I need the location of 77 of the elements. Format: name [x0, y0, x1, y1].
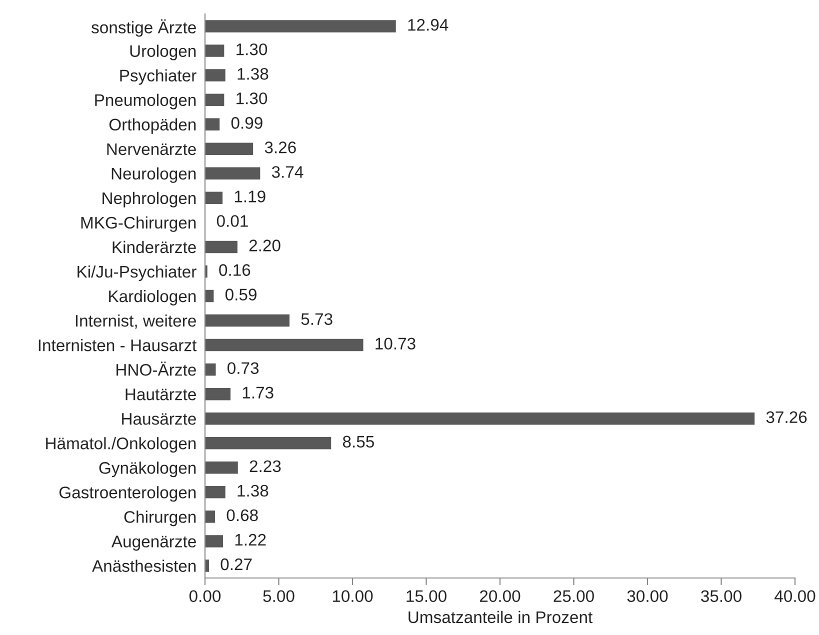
data-label: 1.38: [238, 68, 268, 80]
y-tick-label: Gastroenterologen: [59, 486, 196, 502]
x-tick-label: 0.00: [189, 590, 221, 602]
bar: [205, 314, 290, 327]
bar: [205, 535, 223, 548]
bar: [205, 437, 332, 450]
y-tick-label: HNO-Ärzte: [116, 362, 196, 376]
y-tick-label: Psychiater: [120, 69, 196, 85]
data-label: 0.68: [226, 509, 258, 522]
data-label: 8.55: [342, 436, 374, 448]
x-tick-label: 20.00: [480, 590, 520, 602]
data-label: 1.73: [242, 386, 274, 399]
y-tick-label: Orthopäden: [109, 118, 196, 134]
data-label: 0.27: [220, 558, 252, 570]
bar: [205, 388, 231, 400]
x-tick-label: 35.00: [701, 590, 742, 602]
data-label: 3.26: [264, 142, 296, 154]
y-tick-label: Internisten - Hausarzt: [38, 339, 197, 352]
y-tick-label: Ki/Ju-Psychiater: [78, 265, 196, 281]
y-tick-label: Urologen: [130, 44, 196, 60]
y-tick-label: Nephrologen: [102, 192, 196, 208]
x-tick-label: 5.00: [263, 590, 294, 602]
y-tick-label: Kinderärzte: [112, 240, 196, 254]
data-label: 10.73: [376, 338, 416, 350]
data-label: 3.74: [272, 166, 304, 178]
bar: [205, 142, 254, 155]
x-tick-label: 30.00: [627, 590, 668, 602]
x-tick-label: 15.00: [406, 590, 446, 602]
data-label: 37.26: [766, 411, 807, 424]
y-tick-label: Augenärzte: [111, 536, 196, 551]
y-tick-label: Internist, weitere: [76, 314, 196, 329]
data-label: 1.30: [236, 92, 268, 104]
y-tick-label: Hausärzte: [122, 413, 196, 425]
bar: [205, 363, 216, 376]
bar: [205, 94, 224, 106]
bar: [205, 462, 238, 474]
bar: [205, 560, 209, 572]
y-tick-label: Pneumologen: [95, 94, 196, 110]
y-tick-label: sonstige Ärzte: [92, 19, 196, 37]
data-label: 12.94: [408, 18, 448, 31]
y-tick-label: Chirurgen: [124, 510, 196, 526]
data-label: 0.16: [219, 264, 250, 276]
data-label: 1.38: [238, 484, 268, 497]
data-label: 2.23: [250, 460, 281, 472]
data-label: 1.19: [234, 190, 266, 202]
data-label: 0.59: [225, 288, 256, 300]
bar: [205, 167, 260, 180]
y-tick-label: Hämatol./Onkologen: [46, 437, 196, 453]
y-tick-label: Hautärzte: [126, 388, 196, 400]
y-tick-label: Neurologen: [112, 167, 196, 183]
x-tick-label: 25.00: [554, 590, 594, 602]
bar: [205, 69, 226, 82]
data-label: 0.99: [231, 117, 262, 129]
data-label: 1.22: [235, 534, 266, 546]
y-tick-label: Nervenärzte: [107, 143, 196, 156]
data-label: 0.01: [216, 215, 248, 227]
bar: [205, 486, 226, 498]
data-label: 5.73: [301, 313, 332, 325]
bar: [205, 20, 396, 32]
x-tick-label: 10.00: [332, 590, 373, 602]
data-label: 0.73: [228, 362, 259, 374]
x-axis-title: Umsatzanteile in Prozent: [408, 610, 593, 624]
y-tick-label: Anästhesisten: [92, 560, 196, 572]
bar: [205, 44, 224, 57]
y-tick-label: MKG-Chirurgen: [81, 216, 196, 232]
y-tick-label: Gynäkologen: [99, 462, 196, 478]
data-label: 2.20: [249, 240, 280, 252]
bar: [205, 290, 214, 302]
bar: [205, 412, 755, 425]
x-tick-label: 40.00: [774, 590, 816, 602]
bar: [205, 338, 364, 352]
bar: [205, 510, 216, 523]
bar: [205, 240, 238, 254]
data-label: 1.30: [236, 43, 268, 56]
bar: [205, 192, 223, 204]
bar: [205, 118, 220, 130]
y-tick-label: Kardiologen: [109, 290, 196, 306]
